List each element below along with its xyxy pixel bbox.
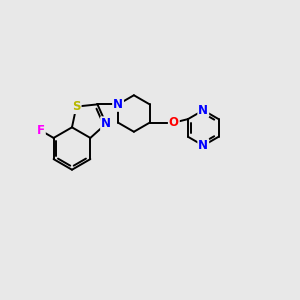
Text: N: N bbox=[113, 98, 123, 111]
Text: N: N bbox=[198, 139, 208, 152]
Text: F: F bbox=[37, 124, 45, 137]
Text: N: N bbox=[101, 117, 111, 130]
Text: S: S bbox=[72, 100, 81, 113]
Text: N: N bbox=[198, 104, 208, 117]
Text: O: O bbox=[169, 116, 179, 129]
